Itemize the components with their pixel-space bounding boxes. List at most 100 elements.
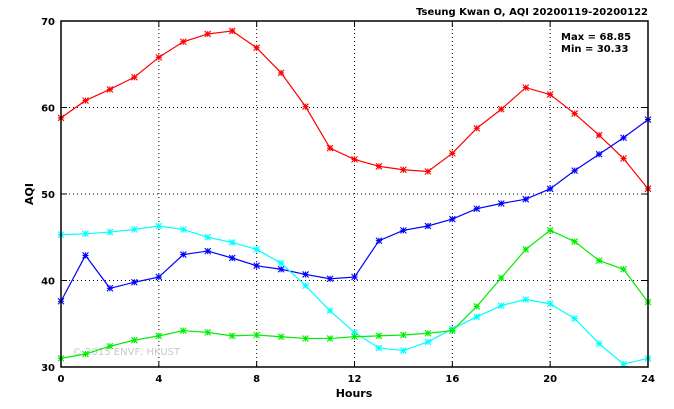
data-point	[106, 284, 114, 292]
y-tick-label: 40	[41, 277, 55, 288]
data-point	[448, 149, 456, 157]
data-point	[473, 303, 481, 310]
data-point	[595, 340, 603, 348]
data-point	[620, 155, 627, 162]
data-point	[106, 228, 114, 236]
x-tick-label: 8	[253, 374, 260, 385]
x-tick-label: 16	[445, 374, 459, 385]
data-point	[522, 296, 530, 303]
data-point	[400, 226, 407, 234]
data-point	[522, 84, 530, 91]
data-point	[595, 257, 603, 264]
data-point	[179, 38, 187, 46]
x-tick-label: 24	[641, 374, 655, 385]
x-axis-label: Hours	[336, 387, 373, 400]
data-point	[106, 342, 114, 350]
data-point	[375, 237, 383, 245]
series-line	[60, 225, 649, 365]
data-point	[620, 265, 627, 273]
series-2	[57, 116, 652, 305]
data-point	[497, 274, 505, 282]
data-point	[351, 156, 358, 163]
data-point	[253, 331, 261, 339]
data-point	[522, 195, 530, 203]
data-point	[571, 315, 579, 322]
watermark-text: © 2015 ENVF, HKUST	[72, 347, 181, 358]
data-point	[571, 167, 579, 175]
data-point	[351, 333, 358, 341]
data-point	[82, 252, 89, 259]
data-point	[302, 271, 309, 278]
data-point	[130, 278, 138, 286]
data-point	[130, 73, 138, 81]
min-annotation: Min = 30.33	[561, 44, 629, 55]
data-point	[82, 230, 89, 238]
chart-title: Tseung Kwan O, AQI 20200119-20200122	[416, 7, 648, 18]
data-point	[375, 332, 383, 340]
data-point	[351, 273, 358, 281]
data-point	[179, 251, 187, 258]
data-point	[106, 85, 114, 93]
data-point	[155, 332, 163, 340]
data-point	[130, 226, 138, 233]
tick-layer: 0 4 8 12 16 20 24 30 40 50 60 70	[41, 17, 655, 385]
x-tick-label: 12	[348, 374, 362, 385]
data-point	[424, 329, 432, 337]
data-point	[424, 168, 432, 175]
data-point	[620, 134, 627, 142]
data-point	[497, 200, 505, 207]
series-line	[60, 119, 649, 302]
data-point	[473, 205, 481, 213]
y-tick-label: 60	[41, 104, 55, 115]
data-point	[228, 332, 236, 340]
data-point	[400, 166, 407, 174]
data-point	[424, 338, 432, 346]
data-point	[253, 245, 261, 253]
max-annotation: Max = 68.85	[561, 32, 631, 43]
data-point	[277, 333, 285, 341]
y-tick-label: 70	[41, 17, 55, 28]
data-point	[595, 131, 603, 139]
data-point	[400, 347, 407, 354]
y-tick-label: 30	[41, 363, 55, 374]
data-point	[302, 282, 309, 290]
data-point	[351, 329, 358, 336]
data-point	[228, 254, 236, 262]
data-point	[277, 259, 285, 267]
data-point	[204, 247, 212, 255]
data-point	[326, 144, 334, 152]
data-point	[204, 329, 212, 336]
data-point	[546, 185, 554, 193]
data-point	[179, 226, 187, 233]
data-point	[497, 302, 505, 309]
data-point	[155, 53, 163, 61]
x-tick-label: 4	[155, 374, 162, 385]
data-point	[448, 215, 456, 223]
data-point	[302, 335, 309, 342]
data-point	[155, 273, 163, 281]
data-point	[82, 97, 89, 104]
data-point	[473, 124, 481, 132]
data-point	[326, 335, 334, 342]
data-point	[375, 344, 383, 352]
data-point	[571, 110, 579, 117]
data-point	[473, 313, 481, 321]
data-point	[326, 307, 334, 315]
data-point	[546, 226, 554, 234]
data-point	[228, 239, 236, 246]
data-point	[253, 44, 261, 52]
data-point	[253, 262, 261, 270]
data-point	[277, 69, 285, 77]
data-point	[82, 350, 89, 358]
y-tick-label: 50	[41, 190, 55, 201]
data-point	[448, 327, 456, 335]
data-point	[375, 162, 383, 170]
data-point	[130, 336, 138, 344]
data-point	[302, 103, 309, 111]
series-layer	[57, 27, 652, 368]
data-point	[228, 27, 236, 35]
data-point	[400, 331, 407, 339]
data-point	[546, 91, 554, 98]
data-point	[424, 222, 432, 230]
